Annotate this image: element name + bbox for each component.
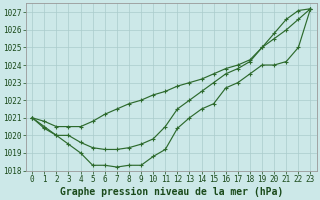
- X-axis label: Graphe pression niveau de la mer (hPa): Graphe pression niveau de la mer (hPa): [60, 186, 283, 197]
